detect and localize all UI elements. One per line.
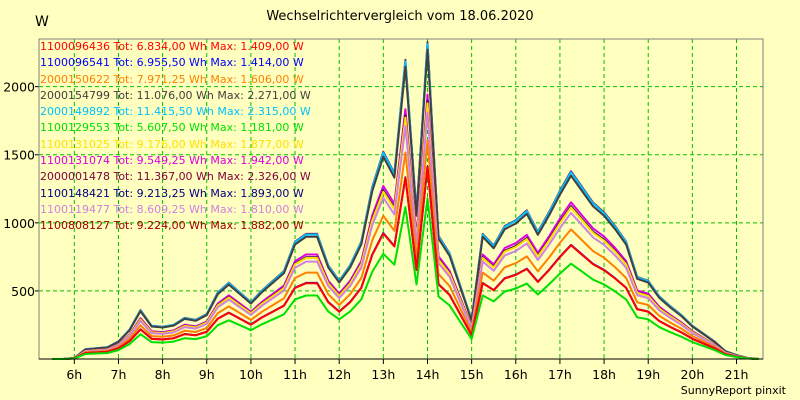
legend-entry-2000001478: 2000001478 Tot: 11.367,00 Wh Max: 2.326,… bbox=[40, 170, 311, 184]
legend-entry-1100129553: 1100129553 Tot: 5.607,50 Wh Max: 1.181,0… bbox=[40, 121, 304, 135]
series-line-2000150622 bbox=[52, 139, 759, 360]
x-tick-label: 18h bbox=[592, 367, 616, 382]
series-line-2000154799 bbox=[52, 48, 759, 360]
x-tick-label: 20h bbox=[680, 367, 704, 382]
chart-title: Wechselrichtervergleich vom 18.06.2020 bbox=[266, 9, 534, 24]
series-line-1100129553 bbox=[52, 197, 759, 360]
y-axis-unit: W bbox=[35, 14, 49, 30]
y-tick-label: 500 bbox=[11, 284, 35, 299]
legend-entry-1100148421: 1100148421 Tot: 9.213,25 Wh Max: 1.893,0… bbox=[40, 186, 304, 200]
x-tick-label: 10h bbox=[239, 367, 263, 382]
y-tick-label: 1000 bbox=[3, 216, 35, 231]
x-tick-label: 6h bbox=[66, 367, 82, 382]
x-tick-label: 14h bbox=[416, 367, 440, 382]
y-tick-label: 2000 bbox=[3, 80, 35, 95]
x-tick-label: 8h bbox=[155, 367, 171, 382]
legend-entry-2000154799: 2000154799 Tot: 11.076,00 Wh Max: 2.271,… bbox=[40, 88, 311, 102]
legend-entry-1100808127: 1100808127 Tot: 9.224,00 Wh Max: 1.882,0… bbox=[40, 219, 304, 233]
x-tick-label: 19h bbox=[636, 367, 660, 382]
legend-entry-1100119477: 1100119477 Tot: 8.609,25 Wh Max: 1.810,0… bbox=[40, 202, 304, 216]
series-lines bbox=[52, 41, 759, 360]
axes: 6h 7h 8h 9h 10h 11h 12h 13h 14h 15h 16h 17h 18h 19h 20… bbox=[3, 38, 764, 382]
x-tick-label: 9h bbox=[199, 367, 215, 382]
legend-entry-2000149892: 2000149892 Tot: 11.415,50 Wh Max: 2.315,… bbox=[40, 105, 311, 119]
legend: 1100096436 Tot: 6.834,00 Wh Max: 1.409,0… bbox=[40, 39, 311, 235]
x-tick-label: 17h bbox=[548, 367, 572, 382]
footer-credit: SunnyReport pinxit bbox=[680, 384, 786, 397]
x-tick-label: 15h bbox=[460, 367, 484, 382]
y-tick-label: 1500 bbox=[3, 148, 35, 163]
series-line-1100096436 bbox=[52, 166, 759, 360]
legend-entry-2000150622: 2000150622 Tot: 7.971,25 Wh Max: 1.606,0… bbox=[40, 72, 304, 86]
x-tick-label: 16h bbox=[504, 367, 528, 382]
legend-entry-1100096436: 1100096436 Tot: 6.834,00 Wh Max: 1.409,0… bbox=[40, 40, 304, 53]
x-tick-label: 11h bbox=[283, 367, 307, 382]
series-line-1100119477 bbox=[52, 111, 759, 360]
x-tick-label: 21h bbox=[725, 367, 749, 382]
legend-entry-1100131025: 1100131025 Tot: 9.176,00 Wh Max: 1.877,0… bbox=[40, 137, 304, 151]
legend-entry-1100096541: 1100096541 Tot: 6.955,50 Wh Max: 1.414,0… bbox=[40, 56, 304, 70]
x-tick-label: 7h bbox=[111, 367, 127, 382]
x-tick-label: 13h bbox=[371, 367, 395, 382]
x-tick-label: 12h bbox=[327, 367, 351, 382]
legend-entry-1100131074: 1100131074 Tot: 9.549,25 Wh Max: 1.942,0… bbox=[40, 154, 304, 168]
